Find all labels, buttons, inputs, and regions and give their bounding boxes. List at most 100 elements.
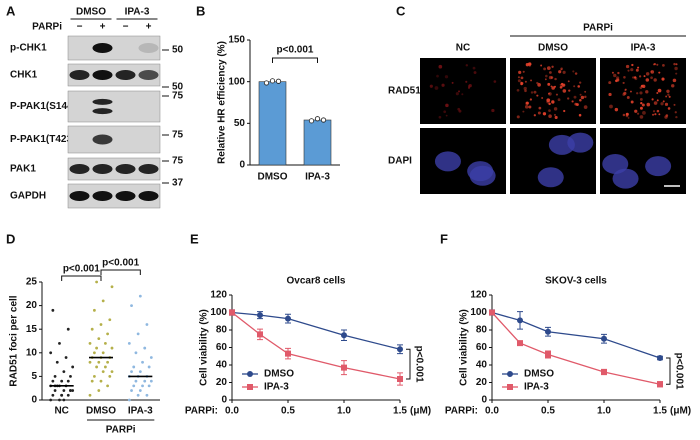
x-tick-label: 1.5	[653, 406, 667, 417]
foci-point	[108, 318, 112, 322]
replicate-point	[263, 80, 270, 86]
foci	[662, 100, 665, 103]
foci-point	[69, 389, 72, 392]
replicate-point	[308, 118, 315, 124]
image-treatment: PARPi	[583, 23, 613, 34]
panel-label: F	[440, 231, 448, 246]
foci	[461, 93, 464, 96]
foci	[571, 100, 574, 103]
y-tick-label: 40	[216, 360, 228, 371]
foci-point	[53, 375, 57, 378]
y-tick-label: 60	[216, 342, 228, 353]
foci	[580, 95, 585, 100]
foci-point	[127, 341, 131, 345]
foci	[516, 88, 520, 92]
foci	[548, 109, 551, 112]
blot-band	[92, 191, 113, 201]
foci	[546, 98, 551, 103]
y-tick-label: 60	[476, 342, 488, 353]
foci-point	[132, 365, 136, 369]
x-tick-label: IPA-3	[305, 172, 330, 183]
foci	[640, 101, 643, 105]
foci	[656, 91, 659, 94]
foci-point	[106, 360, 109, 364]
foci	[634, 109, 638, 113]
foci-point	[66, 327, 70, 331]
data-point	[545, 328, 551, 335]
foci-point	[145, 393, 149, 397]
foci	[548, 75, 553, 80]
foci	[665, 95, 668, 98]
y-tick-label: 50	[234, 118, 246, 129]
foci	[443, 110, 447, 114]
foci	[545, 74, 548, 78]
foci-point	[90, 379, 94, 383]
foci-point	[95, 365, 98, 369]
nucleus	[612, 168, 639, 189]
foci	[520, 81, 523, 85]
foci	[538, 106, 542, 110]
foci	[548, 102, 551, 106]
foci-point	[101, 351, 105, 355]
foci	[622, 113, 626, 117]
y-tick-label: 10	[26, 347, 38, 358]
foci	[673, 103, 676, 106]
foci	[637, 66, 640, 69]
foci	[546, 100, 550, 104]
foci-point	[141, 384, 144, 388]
foci	[553, 113, 556, 116]
data-point	[517, 317, 523, 324]
foci	[668, 95, 671, 98]
foci	[672, 78, 677, 83]
foci	[554, 115, 558, 119]
panel-label: C	[396, 3, 406, 18]
foci	[465, 80, 468, 83]
blot-row-label: P-PAK1(S144)	[10, 101, 76, 112]
foci	[458, 109, 462, 113]
y-axis-label: RAD51 foci per cell	[9, 295, 20, 386]
foci-point	[58, 341, 61, 345]
blot-sign: +	[146, 22, 152, 33]
significance-label: p<0.001	[63, 264, 100, 275]
foci	[651, 98, 654, 101]
blot-band	[92, 134, 113, 145]
foci-point	[51, 379, 55, 383]
foci	[436, 74, 439, 78]
foci	[656, 99, 659, 102]
foci-point	[88, 360, 92, 364]
foci	[517, 79, 521, 83]
foci	[546, 66, 551, 70]
foci	[567, 97, 570, 100]
foci-point	[108, 375, 112, 378]
foci	[468, 84, 472, 88]
foci	[560, 82, 564, 86]
foci	[579, 99, 582, 102]
foci	[574, 72, 578, 75]
foci	[551, 65, 554, 68]
blot-row-label: P-PAK1(T423)	[10, 134, 75, 145]
foci	[451, 81, 454, 84]
foci	[518, 70, 522, 74]
foci	[584, 90, 587, 93]
chart-title: Ovcar8 cells	[287, 276, 346, 287]
foci	[650, 70, 653, 73]
data-point	[657, 381, 663, 388]
foci	[626, 96, 630, 99]
foci	[536, 94, 539, 97]
foci-point	[95, 280, 98, 284]
data-point	[517, 340, 523, 347]
foci	[583, 105, 588, 109]
foci	[624, 89, 627, 92]
foci-point	[149, 379, 153, 383]
blot-strip	[67, 63, 161, 87]
foci	[616, 76, 620, 80]
foci	[632, 76, 635, 79]
foci	[438, 115, 442, 119]
foci	[523, 86, 527, 91]
replicate-point	[275, 78, 282, 84]
foci	[653, 63, 656, 66]
micrograph	[420, 128, 506, 194]
blot-band	[92, 43, 113, 53]
data-point	[341, 364, 347, 371]
y-tick-label: 0	[221, 395, 227, 406]
